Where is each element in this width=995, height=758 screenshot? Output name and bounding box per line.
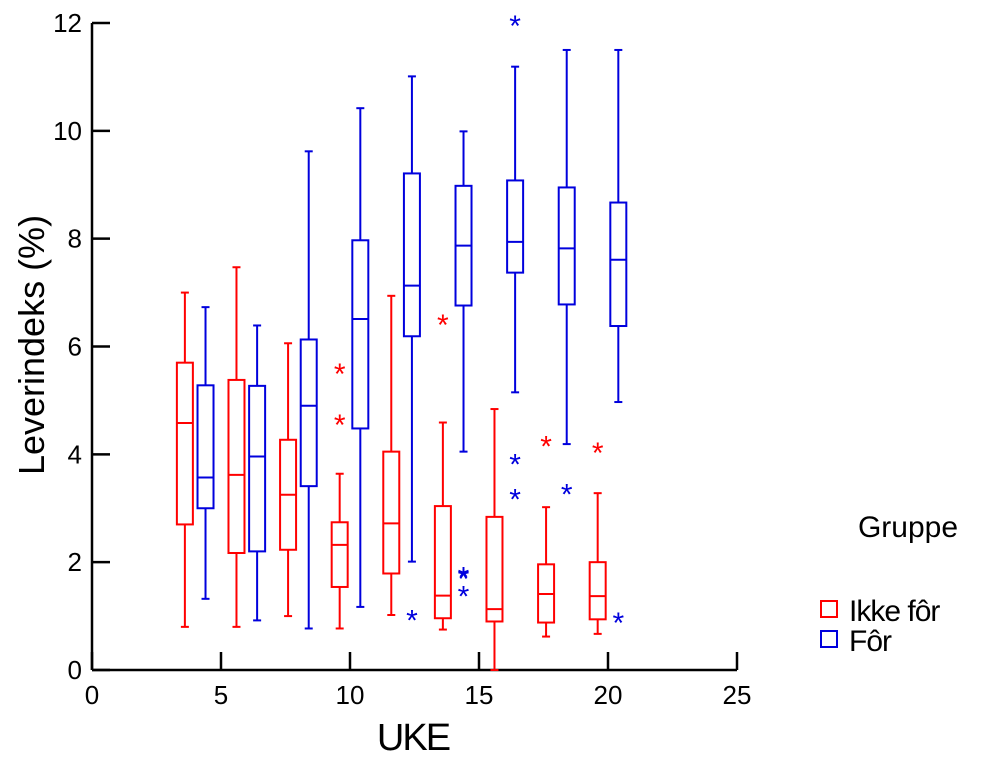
box-plot-group: [299, 150, 318, 630]
iqr-box: [330, 521, 349, 588]
x-tick-label: 10: [336, 680, 365, 710]
legend-swatch: [820, 630, 838, 648]
y-axis-title: Leverindeks (%): [11, 215, 52, 475]
iqr-box: [227, 378, 246, 555]
box-plot-group: [557, 48, 576, 446]
box-plot-group: [382, 294, 401, 617]
iqr-box: [402, 172, 421, 338]
x-tick-label: 0: [85, 680, 99, 710]
iqr-box: [506, 179, 525, 274]
outlier-marker: *: [612, 607, 624, 640]
outlier-marker: *: [458, 563, 470, 596]
legend-title: Gruppe: [858, 511, 958, 544]
y-tick-label: 2: [68, 547, 82, 577]
y-tick-label: 8: [68, 224, 82, 254]
x-tick-label: 20: [594, 680, 623, 710]
outlier-marker: *: [334, 358, 346, 391]
legend-label: Fôr: [849, 625, 892, 658]
box-plot-group: [588, 492, 607, 635]
iqr-box: [609, 201, 628, 328]
box-plot-group: [330, 472, 349, 630]
outliers-layer: **** ******** **: [334, 10, 625, 640]
outlier-marker: *: [437, 309, 449, 342]
outlier-marker: *: [406, 605, 418, 638]
box-plot-group: [537, 506, 556, 638]
iqr-box: [299, 338, 318, 488]
y-tick-label: 10: [53, 116, 82, 146]
box-plot-group: [248, 324, 267, 622]
box-plot-group: [175, 291, 194, 628]
iqr-box: [382, 450, 401, 575]
box-plot-group: [351, 107, 370, 608]
box-plot-group: [485, 408, 504, 671]
x-tick-label: 25: [723, 680, 752, 710]
outlier-marker: *: [458, 580, 470, 613]
box-plot-group: [402, 75, 421, 563]
box-plot-group: [433, 421, 452, 631]
y-tick-label: 12: [53, 8, 82, 38]
x-tick-label: 5: [214, 680, 228, 710]
box-plot-group: [506, 65, 525, 394]
boxes-layer: [175, 48, 628, 671]
y-tick-label: 0: [68, 655, 82, 685]
box-plot-group: [609, 48, 628, 404]
box-plot-group: [227, 266, 246, 628]
y-tick-label: 4: [68, 439, 82, 469]
outlier-marker: *: [592, 437, 604, 470]
outlier-marker: *: [540, 431, 552, 464]
iqr-box: [351, 239, 370, 430]
iqr-box: [175, 361, 194, 526]
iqr-box: [485, 515, 504, 623]
legend-label: Ikke fôr: [849, 595, 940, 628]
outlier-marker: *: [509, 448, 521, 481]
iqr-box: [588, 561, 607, 621]
outlier-marker: *: [509, 10, 521, 43]
iqr-box: [196, 384, 215, 510]
outlier-marker: *: [458, 562, 470, 595]
x-tick-label: 15: [465, 680, 494, 710]
x-axis-title: UKE: [377, 717, 450, 753]
outlier-marker: *: [509, 483, 521, 516]
y-tick-label: 6: [68, 332, 82, 362]
outlier-marker: *: [561, 479, 573, 512]
legend-swatch: [820, 600, 838, 618]
iqr-box: [557, 186, 576, 306]
iqr-box: [248, 384, 267, 553]
outlier-marker: *: [334, 409, 346, 442]
box-plot-group: [454, 130, 473, 453]
iqr-box: [433, 505, 452, 620]
box-plot-group: [196, 306, 215, 600]
box-plot-group: [279, 342, 298, 618]
axes: 0 5 10 15 20 25 0 2 4 6 8 10 12: [53, 8, 751, 710]
